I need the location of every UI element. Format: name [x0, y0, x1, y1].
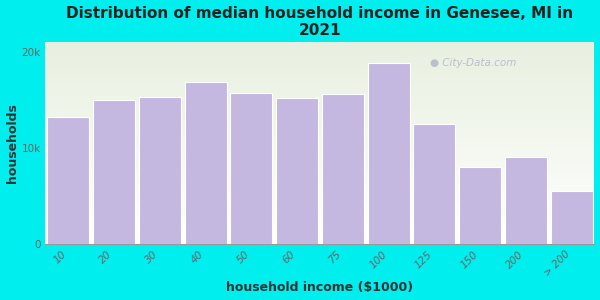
Bar: [139, 97, 181, 244]
Bar: [322, 94, 364, 244]
Bar: [185, 82, 227, 244]
Bar: [93, 100, 135, 244]
Bar: [230, 93, 272, 244]
Bar: [47, 117, 89, 244]
Title: Distribution of median household income in Genesee, MI in
2021: Distribution of median household income …: [67, 6, 574, 38]
Bar: [368, 63, 410, 244]
Bar: [276, 98, 318, 244]
X-axis label: household income ($1000): household income ($1000): [226, 281, 413, 294]
Bar: [413, 124, 455, 244]
Y-axis label: households: households: [5, 103, 19, 183]
Bar: [551, 191, 593, 244]
Text: ● City-Data.com: ● City-Data.com: [430, 58, 516, 68]
Bar: [459, 167, 501, 244]
Bar: [505, 158, 547, 244]
